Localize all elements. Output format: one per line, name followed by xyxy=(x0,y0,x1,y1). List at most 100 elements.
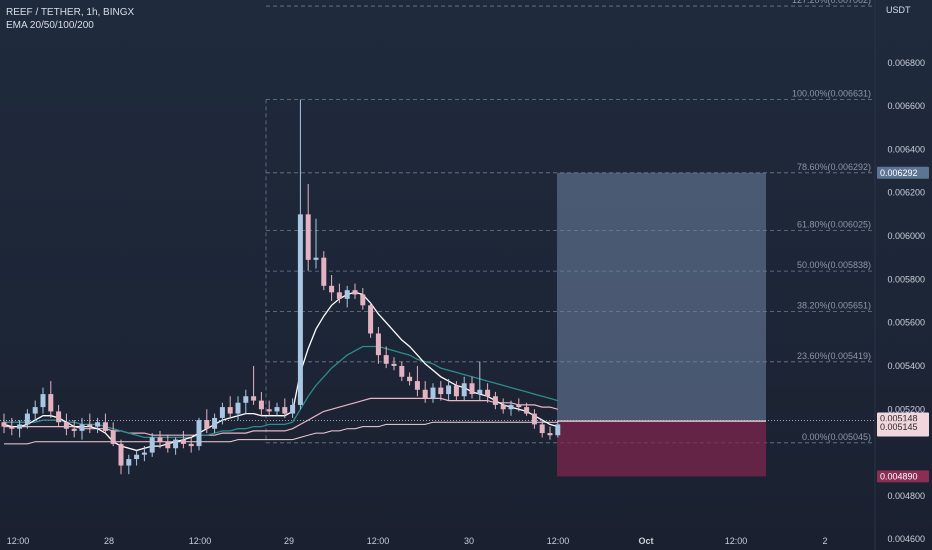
candle-body xyxy=(305,214,311,260)
candle-body xyxy=(461,383,467,397)
candle-body xyxy=(399,365,405,377)
x-tick-label: 30 xyxy=(464,536,474,546)
candle-body xyxy=(266,409,272,412)
candle-body xyxy=(9,426,15,429)
y-tick-label: 0.004800 xyxy=(887,491,925,501)
candle-body xyxy=(219,407,225,418)
candle-body xyxy=(63,422,69,429)
candle-body xyxy=(212,417,218,429)
candle-body xyxy=(453,385,459,397)
candle-body xyxy=(368,305,374,334)
x-tick-label: 12:00 xyxy=(189,536,212,546)
candle-body xyxy=(414,381,420,390)
x-tick-label: 2 xyxy=(822,536,827,546)
price-tag xyxy=(877,470,929,483)
candle-body xyxy=(290,404,296,414)
price-tag-label: 0.005145 xyxy=(880,422,918,432)
candle-body xyxy=(391,363,397,366)
y-tick-label: 0.006200 xyxy=(887,188,925,198)
candle-body xyxy=(344,290,350,299)
candle-body xyxy=(547,433,553,436)
indicator-label[interactable]: EMA 20/50/100/200 xyxy=(6,20,94,31)
candle-body xyxy=(227,407,233,414)
x-tick-label: Oct xyxy=(638,536,653,546)
candle-body xyxy=(149,437,155,453)
candle-body xyxy=(469,383,475,395)
candle-body xyxy=(282,407,288,414)
candle-body xyxy=(407,376,413,382)
candle-body xyxy=(297,214,303,405)
symbol-label[interactable]: REEF / TETHER, 1h, BINGX xyxy=(6,7,135,18)
y-tick-label: 0.005200 xyxy=(887,404,925,414)
candle-body xyxy=(17,424,23,429)
candle-body xyxy=(430,387,436,399)
ema50-line xyxy=(4,345,558,439)
candle-body xyxy=(321,257,327,286)
candle-body xyxy=(352,290,358,295)
y-tick-label: 0.005800 xyxy=(887,274,925,284)
x-tick-label: 28 xyxy=(104,536,114,546)
candle-body xyxy=(251,396,257,401)
y-tick-label: 0.006000 xyxy=(887,231,925,241)
candle-body xyxy=(204,420,210,429)
candle-body xyxy=(196,420,202,447)
candle-body xyxy=(329,285,335,293)
candle-body xyxy=(56,411,62,423)
y-tick-label: 0.005600 xyxy=(887,318,925,328)
candle-body xyxy=(173,439,179,449)
candle-body xyxy=(24,413,30,425)
x-tick-label: 12:00 xyxy=(547,536,570,546)
candle-body xyxy=(79,424,85,431)
candle-body xyxy=(1,422,7,427)
candle-body xyxy=(48,394,54,412)
candle-body xyxy=(32,407,38,414)
stop-zone xyxy=(557,421,766,477)
candle-body xyxy=(118,443,124,466)
candle-body xyxy=(102,422,108,431)
candle-body xyxy=(165,441,171,449)
candle-body xyxy=(438,387,444,395)
x-tick-label: 12:00 xyxy=(367,536,390,546)
candle-body xyxy=(477,389,483,395)
ema20-line xyxy=(3,291,558,452)
price-tag xyxy=(877,421,929,434)
candle-body xyxy=(422,389,428,399)
x-tick-label: 12:00 xyxy=(7,536,30,546)
fib-level-label: 50.00%(0.005838) xyxy=(797,260,871,270)
candle-body xyxy=(360,294,366,306)
candle-body xyxy=(531,413,537,425)
y-tick-label: 0.005400 xyxy=(887,361,925,371)
y-tick-label: 0.006400 xyxy=(887,144,925,154)
candle-body xyxy=(243,396,249,403)
price-tag-label: 0.006292 xyxy=(880,168,918,178)
y-tick-label: 0.006800 xyxy=(887,58,925,68)
fib-level-label: 38.20%(0.005651) xyxy=(797,301,871,311)
candle-body xyxy=(126,459,132,466)
candle-body xyxy=(485,389,491,397)
candle-body xyxy=(539,424,545,434)
candle-body xyxy=(508,404,514,410)
fib-level-label: 100.00%(0.006631) xyxy=(792,88,871,98)
candle-body xyxy=(446,385,452,395)
candle-body xyxy=(40,394,46,408)
x-tick-label: 12:00 xyxy=(725,536,748,546)
candle-body xyxy=(500,404,506,410)
axis-unit-label: USDT xyxy=(886,5,911,15)
candle-body xyxy=(258,400,264,410)
candle-body xyxy=(516,404,522,408)
candle-body xyxy=(180,439,186,444)
fib-level-label: 23.60%(0.005419) xyxy=(797,351,871,361)
candle-body xyxy=(71,428,77,431)
x-tick-label: 29 xyxy=(284,536,294,546)
candle-body xyxy=(492,396,498,405)
candle-body xyxy=(110,430,116,444)
candle-body xyxy=(313,257,319,260)
candle-body xyxy=(235,402,241,414)
fib-level-label: 61.80%(0.006025) xyxy=(797,220,871,230)
y-tick-label: 0.004600 xyxy=(887,534,925,544)
ema100-line xyxy=(4,397,558,436)
candle-body xyxy=(274,407,280,412)
candle-body xyxy=(188,443,194,447)
